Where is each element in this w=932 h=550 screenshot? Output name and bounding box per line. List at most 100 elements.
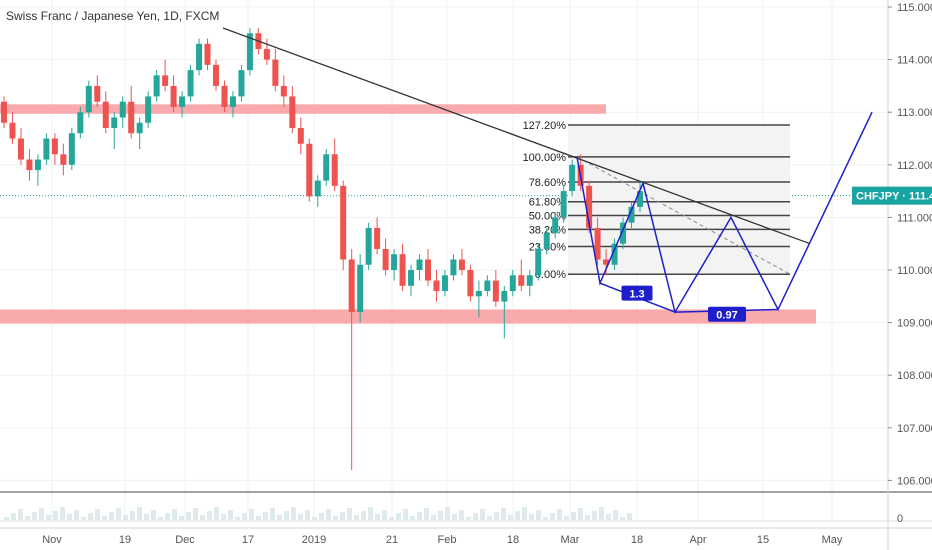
volume-bar (403, 509, 408, 520)
candle-body (136, 122, 143, 134)
descending-trendline[interactable] (222, 27, 811, 245)
volume-bar (60, 507, 65, 520)
volume-bar (578, 508, 583, 520)
zones[interactable] (0, 104, 816, 324)
candle-body (594, 227, 601, 260)
candle-body (162, 75, 169, 86)
candle-body (102, 101, 109, 128)
time-tick-label: 17 (242, 534, 254, 546)
candle-body (272, 59, 279, 86)
candle-body (323, 154, 330, 181)
volume-bar (88, 513, 93, 520)
volume-bar (158, 517, 163, 520)
volume-bar (452, 514, 457, 520)
candle-body (408, 270, 415, 286)
candle-body (17, 138, 24, 160)
volume-bar (32, 512, 37, 520)
time-axis[interactable]: Nov 19 Dec 17 2019 21 Feb 18 Mar 18 Apr 15 May (0, 527, 932, 546)
volume-bar (424, 508, 429, 520)
price-tick-label: 110.000 (897, 265, 932, 277)
resistance-zone[interactable] (0, 104, 606, 114)
volume-bar (333, 516, 338, 520)
candle-body (246, 33, 253, 71)
candle-body (433, 280, 440, 292)
candle-body (331, 154, 338, 186)
volume-bar (179, 516, 184, 520)
volume-bar (522, 507, 527, 520)
candle-body (9, 122, 16, 139)
candle-body (1, 101, 7, 123)
volume-bar (361, 511, 366, 520)
volume-bar (375, 514, 380, 520)
pattern-ratio-badge (621, 285, 653, 301)
volume-bar (319, 513, 324, 520)
candle-body (509, 275, 516, 292)
volume-bar (536, 510, 541, 520)
candle-body (628, 206, 635, 223)
volume-bar (473, 513, 478, 520)
candle-body (34, 159, 41, 171)
candle-body (391, 254, 398, 270)
volume-bar (130, 511, 135, 520)
candle-body (603, 259, 610, 265)
volume-bar (564, 516, 569, 520)
volume-bar (627, 513, 632, 520)
candle-body (60, 154, 67, 165)
fibonacci-retracement[interactable]: 127.20%100.00%78.60%61.80%50.00%38.20%23… (523, 120, 791, 281)
volume-bar (396, 513, 401, 520)
volume-bar (53, 511, 58, 520)
volume-bar (340, 512, 345, 520)
fib-diagonal (576, 156, 791, 275)
volume-bar (606, 514, 611, 520)
trendline[interactable] (222, 27, 811, 245)
time-tick-label: 18 (631, 534, 643, 546)
candle-body (340, 185, 347, 260)
candle-body (229, 96, 236, 107)
candle-body (467, 270, 474, 297)
volume-bar (431, 515, 436, 520)
volume-bar (354, 515, 359, 520)
candle-body (611, 243, 618, 265)
candle-body (187, 70, 194, 97)
price-badge[interactable] (852, 186, 932, 205)
candle-body (492, 280, 499, 302)
volume-bar (263, 512, 268, 520)
resistance-zone[interactable] (0, 309, 816, 324)
volume-bar (550, 513, 555, 520)
candle-body (213, 64, 219, 86)
price-tick-label: 111.000 (897, 212, 932, 224)
volume-bar (508, 515, 513, 520)
harmonic-pattern[interactable]: 1.3 0.97 (576, 111, 873, 322)
volume-bar (417, 512, 422, 520)
volume-bar (599, 507, 604, 520)
volume-bar (585, 515, 590, 520)
price-axis[interactable]: 115.000 114.000 113.000 112.000 111.000 110.0… (852, 0, 932, 550)
volume-bar (151, 510, 156, 520)
candle-body (365, 227, 372, 265)
candle-body (297, 127, 304, 144)
time-tick-label: 21 (386, 534, 398, 546)
fib-background (568, 125, 790, 275)
volume-bar (207, 511, 212, 520)
candle-body (552, 217, 559, 234)
price-tick-label: 114.000 (897, 55, 932, 67)
volume-bar (214, 507, 219, 520)
price-tick-label: 112.000 (897, 160, 932, 172)
volume-bar (501, 508, 506, 520)
price-tick-label: 108.000 (897, 370, 932, 382)
volume-bar (193, 508, 198, 520)
candle-body (569, 164, 576, 192)
candle-body (111, 117, 118, 128)
volume-bar (613, 510, 618, 520)
volume-bar (256, 516, 261, 520)
candle-body (586, 185, 593, 228)
candle-body (382, 248, 389, 270)
volume-bar (109, 512, 114, 520)
grid (0, 0, 888, 520)
candle-body (145, 96, 152, 123)
volume-bar (494, 512, 499, 520)
lower-pane (0, 491, 932, 522)
volume-bar (39, 508, 44, 520)
candle-body (204, 43, 211, 65)
